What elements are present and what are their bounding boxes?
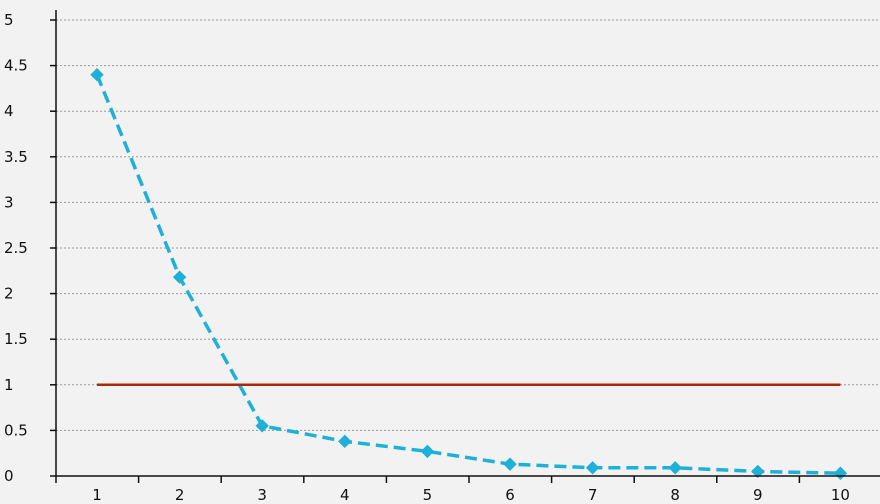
y-axis-tick-label: 1 bbox=[4, 376, 14, 394]
x-axis-tick-label: 7 bbox=[588, 486, 598, 504]
x-axis-tick-labels: 1 2 3 4 5 6 7 8 9 10 bbox=[92, 486, 850, 504]
y-axis-tick-label: 2.5 bbox=[4, 239, 28, 257]
data-point-marker bbox=[751, 464, 765, 479]
x-axis-tick-label: 3 bbox=[257, 486, 267, 504]
data-point-marker bbox=[503, 457, 517, 471]
x-axis-tick-label: 8 bbox=[670, 486, 680, 504]
data-point-marker bbox=[172, 270, 187, 284]
data-point-marker bbox=[585, 461, 600, 475]
data-point-marker bbox=[420, 444, 435, 459]
y-axis-tick-label: 3 bbox=[4, 193, 14, 211]
y-axis-tick-label: 1.5 bbox=[4, 330, 28, 348]
x-axis-tick-label: 2 bbox=[175, 486, 185, 504]
y-axis-tick-label: 0 bbox=[4, 467, 14, 485]
series-line-1 bbox=[95, 74, 841, 476]
x-axis-tick-label: 1 bbox=[92, 486, 102, 504]
y-axis-tick-label: 5 bbox=[4, 11, 14, 29]
y-axis-tick-label: 3.5 bbox=[4, 148, 28, 166]
y-axis-tick-label: 4.5 bbox=[4, 57, 28, 75]
x-axis-tick-label: 9 bbox=[753, 486, 763, 504]
x-axis-tick-label: 10 bbox=[831, 486, 850, 504]
data-point-marker bbox=[90, 68, 104, 82]
axes bbox=[50, 10, 880, 483]
data-point-marker bbox=[338, 434, 352, 449]
data-point-marker bbox=[668, 461, 682, 475]
x-axis-tick-label: 5 bbox=[423, 486, 433, 504]
x-axis-tick-label: 4 bbox=[340, 486, 350, 504]
y-axis-tick-label: 0.5 bbox=[4, 421, 28, 439]
x-axis-tick-label: 6 bbox=[505, 486, 515, 504]
plot-area bbox=[90, 68, 848, 480]
data-point-marker bbox=[255, 419, 269, 433]
y-axis-tick-label: 4 bbox=[4, 102, 14, 120]
y-axis-tick-label: 2 bbox=[4, 285, 14, 303]
y-axis-tick-labels: 0 0.5 1 1.5 2 2.5 3 3.5 4 4.5 5 bbox=[4, 11, 28, 485]
